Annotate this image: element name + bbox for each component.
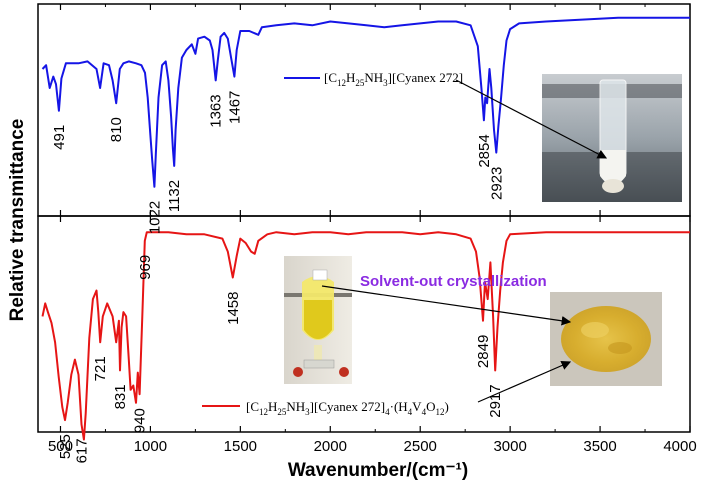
yellow-powder-photo xyxy=(550,292,662,386)
top-series-line xyxy=(41,16,690,188)
peak-label-bottom-2917: 2917 xyxy=(487,384,504,417)
y-axis-title: Relative transmittance xyxy=(7,119,28,322)
x-tick-label-3500: 3500 xyxy=(583,438,616,455)
x-tick-label-2500: 2500 xyxy=(404,438,437,455)
annotation-arrows xyxy=(321,79,608,403)
peak-label-top-2923: 2923 xyxy=(488,167,505,200)
bottom-panel-frame xyxy=(37,215,691,433)
separatory-funnel-photo xyxy=(284,256,352,384)
x-axis-ticks: 500 1000 1500 2000 2500 3000 3500 4000 xyxy=(48,4,697,455)
peak-label-bottom-525: 525 xyxy=(57,434,74,459)
peak-label-bottom-2849: 2849 xyxy=(475,335,492,368)
peak-label-top-1132: 1132 xyxy=(166,180,183,212)
peak-label-bottom-617: 617 xyxy=(74,438,91,463)
peak-label-bottom-1458: 1458 xyxy=(225,292,242,325)
peak-label-bottom-831: 831 xyxy=(112,384,129,409)
solvent-out-annotation: Solvent-out crystallization xyxy=(360,273,547,290)
x-tick-label-4000: 4000 xyxy=(663,438,696,455)
solvent-arrow xyxy=(321,285,572,326)
peak-label-bottom-940: 940 xyxy=(132,408,149,433)
powder-arrow xyxy=(477,360,572,403)
peak-label-top-2854: 2854 xyxy=(476,134,493,167)
x-tick-label-1500: 1500 xyxy=(224,438,257,455)
peak-label-bottom-721: 721 xyxy=(92,356,109,381)
x-tick-label-2000: 2000 xyxy=(314,438,347,455)
peak-label-top-810: 810 xyxy=(108,117,125,142)
x-tick-label-500: 500 xyxy=(48,438,73,455)
top-legend-label: [C12H25NH3][Cyanex 272] xyxy=(324,70,463,88)
tube-arrow xyxy=(455,79,608,159)
axes-frame xyxy=(37,3,691,433)
x-tick-label-1000: 1000 xyxy=(134,438,167,455)
bottom-legend: [C12H25NH3][Cyanex 272]4·(H4V4O12) xyxy=(202,399,449,417)
peak-label-bottom-969: 969 xyxy=(137,255,154,280)
peak-label-top-1363: 1363 xyxy=(208,94,225,127)
x-tick-label-3000: 3000 xyxy=(493,438,526,455)
x-axis-title: Wavenumber/(cm⁻¹) xyxy=(288,460,468,481)
test-tube-photo xyxy=(542,74,682,202)
peak-label-top-491: 491 xyxy=(51,125,68,150)
peak-label-top-1467: 1467 xyxy=(226,91,243,124)
peak-label-top-1022: 1022 xyxy=(146,201,163,234)
bottom-legend-label: [C12H25NH3][Cyanex 272]4·(H4V4O12) xyxy=(246,399,449,417)
bottom-series-line xyxy=(41,231,690,441)
top-legend: [C12H25NH3][Cyanex 272] xyxy=(284,70,463,88)
